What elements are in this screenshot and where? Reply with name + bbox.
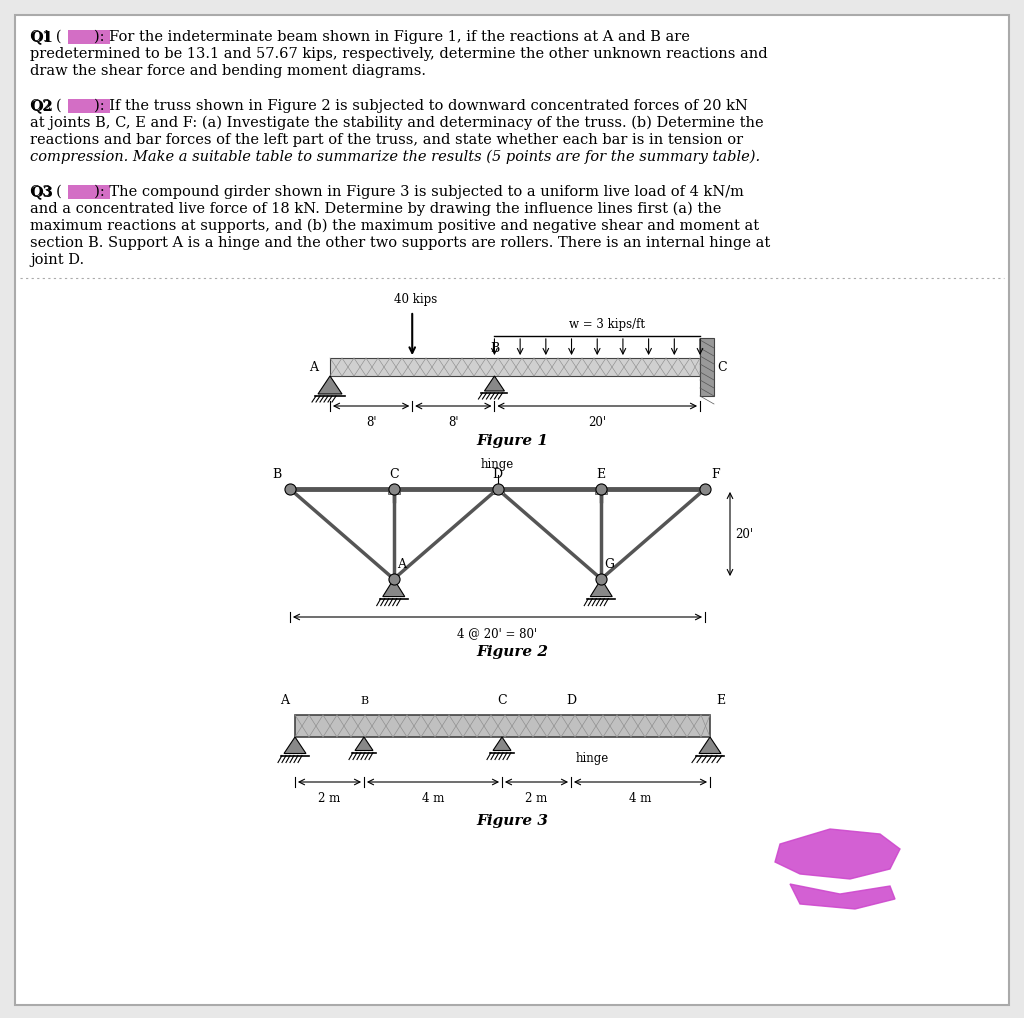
Text: A: A (309, 360, 318, 374)
Text: Q3 (       ): The compound girder shown in Figure 3 is subjected to a uniform li: Q3 ( ): The compound girder shown in Fig… (30, 185, 743, 200)
Bar (68, 185, 110, 199)
Polygon shape (790, 884, 895, 909)
Text: Figure 1: Figure 1 (476, 434, 548, 448)
Text: and a concentrated live force of 18 kN. Determine by drawing the influence lines: and a concentrated live force of 18 kN. … (30, 202, 721, 217)
Text: 8': 8' (449, 416, 459, 429)
Text: joint D.: joint D. (30, 253, 84, 267)
Text: draw the shear force and bending moment diagrams.: draw the shear force and bending moment … (30, 64, 426, 78)
Bar (388, 489, 399, 494)
Bar (295, 715, 710, 737)
Text: C: C (717, 360, 727, 374)
Text: 2 m: 2 m (525, 792, 548, 805)
Text: Q2: Q2 (30, 99, 53, 113)
Text: 4 m: 4 m (422, 792, 444, 805)
Text: A: A (280, 694, 289, 706)
Text: A: A (396, 558, 406, 571)
Polygon shape (383, 579, 404, 597)
Bar (492, 489, 504, 494)
Bar (68, 99, 110, 113)
Text: Q2 (       ): If the truss shown in Figure 2 is subjected to downward concentrat: Q2 ( ): If the truss shown in Figure 2 i… (30, 99, 748, 113)
Text: C: C (389, 468, 398, 480)
Text: Figure 2: Figure 2 (476, 645, 548, 659)
Text: section B. Support A is a hinge and the other two supports are rollers. There is: section B. Support A is a hinge and the … (30, 236, 770, 250)
Text: hinge: hinge (481, 458, 514, 471)
Text: 2 m: 2 m (318, 792, 341, 805)
Text: B: B (489, 342, 499, 355)
Text: predetermined to be 13.1 and 57.67 kips, respectively, determine the other unkno: predetermined to be 13.1 and 57.67 kips,… (30, 47, 768, 61)
Text: Figure 3: Figure 3 (476, 814, 548, 828)
Polygon shape (318, 376, 342, 394)
Text: F: F (711, 468, 720, 480)
Text: D: D (566, 694, 577, 706)
Text: Q3: Q3 (30, 185, 53, 199)
Polygon shape (775, 829, 900, 879)
Bar (595, 489, 607, 494)
Text: B: B (360, 696, 368, 706)
Polygon shape (484, 376, 505, 391)
Text: Q1: Q1 (30, 30, 53, 44)
Text: hinge: hinge (575, 752, 609, 765)
Text: compression. Make a suitable table to summarize the results (5 points are for th: compression. Make a suitable table to su… (30, 150, 760, 164)
Bar (68, 30, 110, 44)
Text: C: C (498, 694, 507, 706)
Text: 20': 20' (588, 416, 606, 429)
Text: w = 3 kips/ft: w = 3 kips/ft (569, 318, 645, 331)
Polygon shape (493, 737, 511, 750)
Text: reactions and bar forces of the left part of the truss, and state whether each b: reactions and bar forces of the left par… (30, 133, 743, 147)
Text: E: E (597, 468, 606, 480)
Bar (330, 358, 700, 376)
Polygon shape (590, 579, 612, 597)
Text: E: E (716, 694, 725, 706)
Text: Q1 (       ): For the indeterminate beam shown in Figure 1, if the reactions at : Q1 ( ): For the indeterminate beam shown… (30, 30, 690, 45)
Text: 4 @ 20' = 80': 4 @ 20' = 80' (458, 627, 538, 640)
Text: B: B (272, 468, 282, 480)
Polygon shape (355, 737, 373, 750)
Text: 4 m: 4 m (630, 792, 651, 805)
Text: 8': 8' (366, 416, 377, 429)
Polygon shape (284, 737, 306, 753)
Text: D: D (493, 468, 503, 480)
Text: at joints B, C, E and F: (a) Investigate the stability and determinacy of the tr: at joints B, C, E and F: (a) Investigate… (30, 116, 764, 130)
Text: 20': 20' (735, 527, 753, 541)
Text: 40 kips: 40 kips (394, 293, 437, 306)
Text: maximum reactions at supports, and (b) the maximum positive and negative shear a: maximum reactions at supports, and (b) t… (30, 219, 759, 233)
Circle shape (354, 691, 374, 711)
Bar (700, 338, 714, 396)
Polygon shape (699, 737, 721, 753)
Text: G: G (604, 558, 614, 571)
